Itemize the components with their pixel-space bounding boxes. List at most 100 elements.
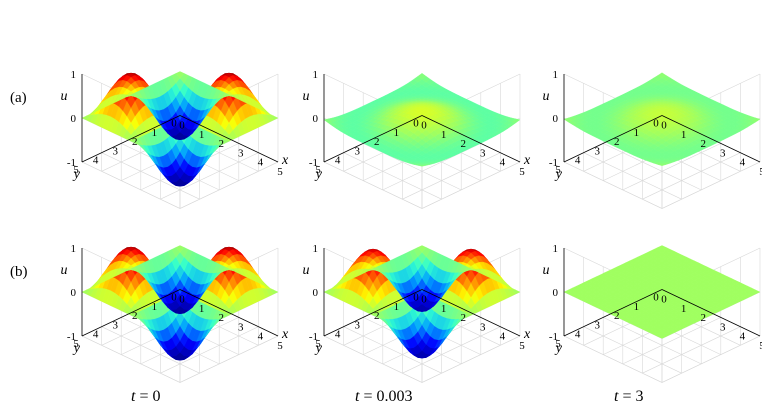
y-axis-line [81,115,181,163]
z-tick-label: -1 [309,157,318,169]
column-label-2-value: 0.003 [376,388,413,405]
column-label-1-var: t [131,388,136,405]
y-tick-label: 3 [594,319,600,331]
y-tick-label: 3 [594,145,600,157]
surface-patch [175,245,185,253]
y-tick-label: 5 [555,338,561,350]
x-tick-label: 4 [258,157,264,169]
y-tick-label: 2 [132,136,138,148]
x-tick-label: 1 [441,303,447,315]
surface-patch [175,71,185,79]
y-axis-label: y [314,167,323,182]
y-tick-label: 1 [634,301,640,313]
x-axis-label: x [523,327,531,342]
column-label-2: t = 0.003 [355,388,412,406]
y-tick-label: 2 [132,310,138,322]
z-tick-label: 1 [553,69,559,81]
y-tick-label: 1 [152,301,158,313]
x-axis-label: x [281,153,289,168]
z-tick-label: -1 [549,157,558,169]
grid-line [622,143,721,191]
surface-patch [657,72,667,79]
x-tick-label: 0 [179,294,185,306]
grid-line [402,152,501,200]
x-tick-label: 1 [681,129,687,141]
x-axis-line [661,289,761,337]
grid-line [642,326,741,374]
grid-line [323,335,521,383]
y-tick-label: 0 [653,118,659,130]
x-tick-label: 0 [661,294,667,306]
x-tick-label: 2 [218,312,224,324]
z-tick-label: 0 [313,113,319,125]
grid-line [101,152,200,200]
y-tick-label: 5 [315,164,321,176]
z-tick-label: 1 [313,69,319,81]
y-tick-label: 3 [112,145,118,157]
y-tick-label: 0 [171,292,177,304]
z-axis-label: u [61,263,68,278]
x-tick-label: 1 [681,303,687,315]
z-tick-label: 0 [71,113,77,125]
y-tick-label: 0 [413,118,419,130]
column-label-3: t = 3 [614,388,643,406]
panel-b-2-surface [323,245,521,359]
z-tick-label: 1 [313,243,319,255]
z-tick-label: -1 [67,331,76,343]
panel-b-3-surface [563,245,761,339]
grid-line [323,161,521,209]
z-tick-label: 1 [553,243,559,255]
grid-line [343,152,442,200]
panel-b-1-surface [81,245,279,361]
grid-line [563,335,761,383]
x-tick-label: 5 [759,340,762,352]
y-tick-label: 4 [93,155,99,167]
x-tick-label: 4 [500,157,506,169]
column-label-2-op: = [359,388,377,405]
surface-patch [417,73,427,80]
x-axis-line [421,115,521,163]
column-label-1: t = 0 [131,388,160,406]
z-axis-label: u [303,263,310,278]
x-axis-label: x [281,327,289,342]
x-axis-line [661,115,761,163]
y-axis-label: y [314,341,323,356]
z-axis-label: u [303,89,310,104]
row-label-b: (b) [10,264,28,280]
y-tick-label: 4 [335,155,341,167]
grid-line [603,143,702,191]
column-label-1-value: 0 [152,388,161,405]
x-tick-label: 0 [179,120,185,132]
y-tick-label: 5 [315,338,321,350]
x-axis-line [421,289,521,337]
z-tick-label: 0 [313,287,319,299]
x-axis-line [179,115,279,163]
y-tick-label: 5 [555,164,561,176]
y-axis-line [563,289,663,337]
y-tick-label: 5 [73,338,79,350]
x-tick-label: 2 [700,138,706,150]
y-axis-label: y [72,167,81,182]
grid-line [160,326,259,374]
x-tick-label: 3 [720,147,726,159]
x-tick-label: 5 [519,340,525,352]
x-tick-label: 1 [441,129,447,141]
x-tick-label: 3 [480,147,486,159]
y-axis-label: y [554,341,563,356]
y-tick-label: 4 [575,155,581,167]
y-tick-label: 4 [93,329,99,341]
y-tick-label: 4 [335,329,341,341]
x-tick-label: 0 [661,120,667,132]
grid-line [81,161,279,209]
z-tick-label: -1 [549,331,558,343]
y-axis-line [323,115,423,163]
grid-line [563,161,761,209]
grid-line [81,335,279,383]
x-tick-label: 0 [421,294,427,306]
